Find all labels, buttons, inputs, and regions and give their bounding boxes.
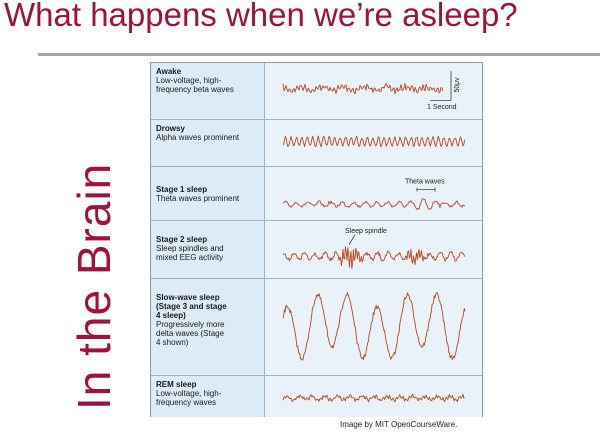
stage-label-cell: Awake Low-voltage, high- frequency beta … [151, 63, 265, 119]
scale-amplitude-label: 50μv [454, 77, 461, 93]
eeg-trace-cell: Sleep spindle [265, 221, 482, 278]
eeg-trace-rem [282, 393, 465, 403]
side-title: In the Brain [68, 162, 120, 410]
stage-name: Drowsy [156, 124, 185, 133]
stage-row-drowsy: Drowsy Alpha waves prominent [151, 120, 482, 167]
stage-label-cell: REM sleep Low-voltage, high- frequency w… [151, 376, 265, 417]
eeg-trace-cell: Theta waves [265, 167, 482, 220]
stage-label-cell: Stage 1 sleep Theta waves prominent [151, 167, 265, 220]
stage-name: REM sleep [156, 380, 197, 389]
stage-row-awake: Awake Low-voltage, high- frequency beta … [151, 63, 482, 120]
eeg-waveform-rem [282, 393, 465, 403]
stage-description: Alpha waves prominent [156, 133, 240, 142]
stage-name: Awake [156, 67, 182, 76]
title-divider [38, 53, 600, 56]
eeg-waveform-beta [282, 83, 444, 95]
stage-description: Low-voltage, high- frequency waves [156, 389, 222, 407]
stage-description: Progressively more delta waves (Stage 4 … [156, 320, 225, 347]
eeg-waveform-alpha [282, 135, 466, 148]
spindle-annotation: Sleep spindle [345, 228, 387, 235]
stage-row-stage1: Stage 1 sleep Theta waves prominent Thet… [151, 167, 482, 221]
slide-title: What happens when we’re asleep? [4, 0, 518, 33]
sleep-stage-figure: Awake Low-voltage, high- frequency beta … [150, 62, 483, 417]
eeg-trace-cell [265, 120, 482, 166]
eeg-trace-cell [265, 376, 482, 417]
theta-annotation: Theta waves [405, 179, 445, 186]
stage-name: Slow-wave sleep (Stage 3 and stage 4 sle… [156, 293, 227, 320]
stage-description: Theta waves prominent [156, 194, 240, 203]
stage-row-slow-wave: Slow-wave sleep (Stage 3 and stage 4 sle… [151, 279, 482, 376]
eeg-trace-cell [265, 279, 482, 375]
eeg-waveform-theta [282, 198, 466, 210]
stage-description: Sleep spindles and mixed EEG activity [156, 244, 224, 262]
scale-bar [430, 70, 452, 101]
eeg-trace-drowsy [282, 135, 466, 148]
theta-bracket [416, 187, 436, 192]
eeg-waveform-spindle [282, 246, 466, 270]
scale-time-label: 1 Second [427, 104, 457, 111]
eeg-trace-slow-wave [282, 292, 466, 361]
spindle-pointer [348, 234, 356, 245]
image-credit: Image by MIT OpenCourseWare. [340, 420, 458, 429]
stage-label-cell: Stage 2 sleep Sleep spindles and mixed E… [151, 221, 265, 278]
stage-row-rem: REM sleep Low-voltage, high- frequency w… [151, 376, 482, 417]
stage-name: Stage 2 sleep [156, 235, 208, 244]
stage-label-cell: Drowsy Alpha waves prominent [151, 120, 265, 166]
stage-name: Stage 1 sleep [156, 185, 208, 194]
stage-row-stage2: Stage 2 sleep Sleep spindles and mixed E… [151, 221, 482, 279]
stage-label-cell: Slow-wave sleep (Stage 3 and stage 4 sle… [151, 279, 265, 375]
eeg-trace-stage2: Sleep spindle [282, 228, 466, 270]
eeg-waveform-delta [282, 292, 466, 361]
eeg-trace-cell: 50μv 1 Second [265, 63, 482, 119]
eeg-trace-awake: 50μv 1 Second [282, 70, 461, 111]
stage-description: Low-voltage, high- frequency beta waves [156, 76, 234, 94]
eeg-trace-stage1: Theta waves [282, 179, 466, 210]
